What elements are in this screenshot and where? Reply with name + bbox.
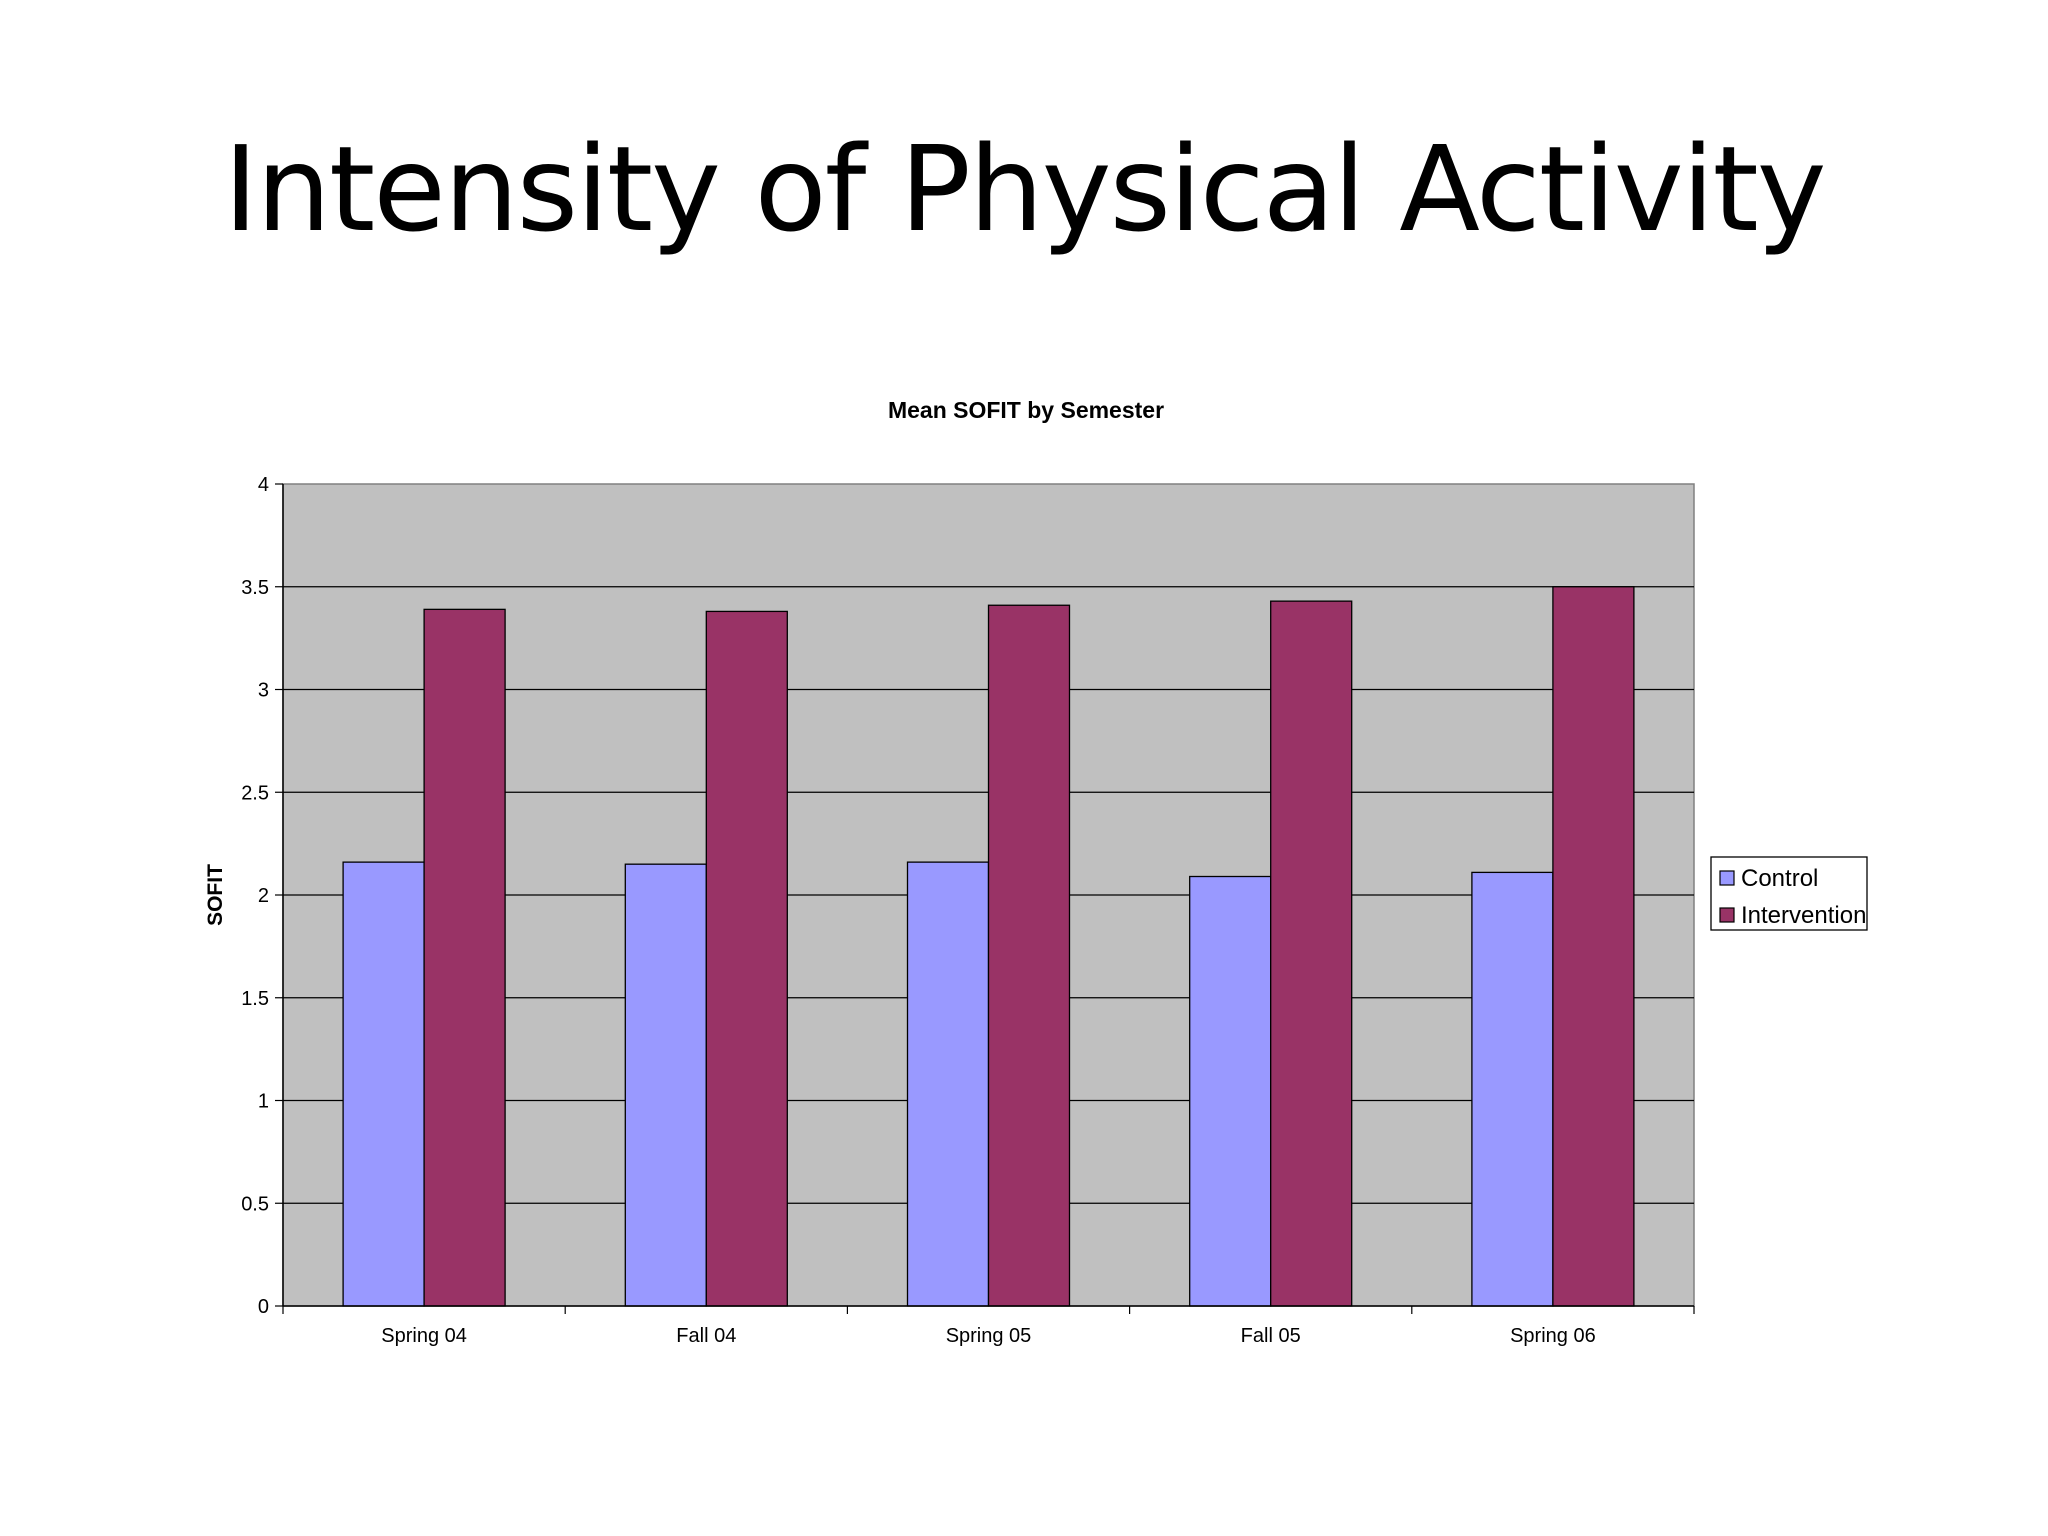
y-tick-label: 1.5 [241,988,269,1010]
y-tick-label: 4 [258,474,269,496]
legend-box [1710,856,1868,931]
bar-control-spring-05 [906,861,990,1307]
x-tick-label: Spring 06 [1510,1325,1596,1347]
bar-intervention-spring-06 [1552,586,1635,1307]
bar-intervention-fall-04 [705,610,788,1307]
bar-control-spring-06 [1471,871,1554,1307]
slide-title: Intensity of Physical Activity [223,120,1826,258]
y-tick-label: 2.5 [241,782,269,804]
y-tick-label: 3.5 [241,577,269,599]
bar-control-fall-05 [1189,875,1272,1307]
legend-label-control: Control [1741,865,1818,892]
legend-swatch-control [1719,870,1735,886]
bar-control-fall-04 [624,863,707,1307]
y-axis-label: SOFIT [204,864,227,926]
bar-intervention-spring-04 [423,608,506,1307]
x-tick-label: Fall 05 [1241,1325,1301,1347]
x-tick-label: Spring 05 [946,1325,1032,1347]
y-tick-label: 2 [258,885,269,907]
x-tick-label: Fall 04 [676,1325,736,1347]
legend-swatch-intervention [1719,907,1735,923]
y-tick-label: 0 [258,1296,269,1318]
legend: Control Intervention [1710,856,1868,931]
bar-intervention-spring-05 [987,604,1071,1307]
y-tick-label: 0.5 [241,1193,269,1215]
x-tick-label: Spring 04 [381,1325,467,1347]
y-tick-label: 3 [258,680,269,702]
chart-title: Mean SOFIT by Semester [888,397,1164,423]
legend-label-intervention: Intervention [1741,902,1866,929]
y-tick-label: 1 [258,1091,269,1113]
bar-intervention-fall-05 [1270,600,1353,1307]
bar-control-spring-04 [342,861,425,1307]
